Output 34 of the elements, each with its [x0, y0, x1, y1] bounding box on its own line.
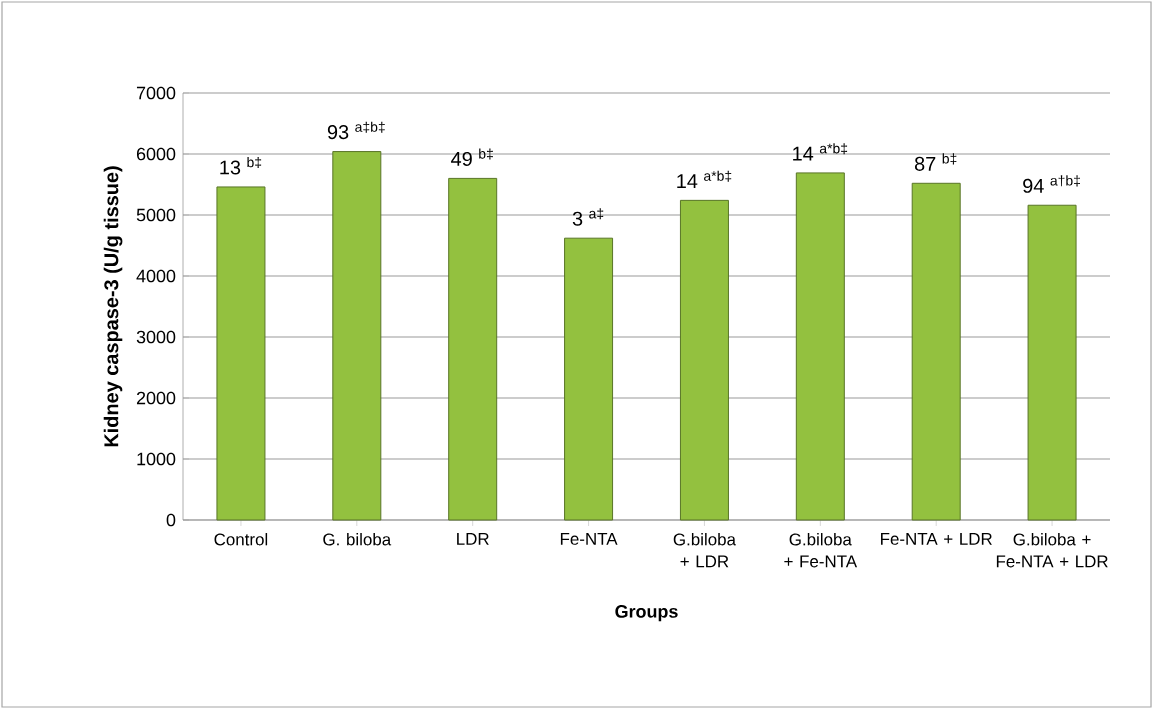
x-tick-label: G.biloba + LDR	[673, 533, 736, 568]
bar	[795, 172, 845, 521]
x-tick-label: Fe-NTA + LDR	[881, 533, 992, 545]
bar	[911, 182, 961, 521]
x-tick-label: G. biloba	[323, 533, 392, 546]
x-tick-label: Fe-NTA	[560, 533, 618, 545]
bar	[332, 151, 382, 521]
y-tick-label: 3000	[136, 330, 176, 344]
y-axis-title: Kidney caspase-3 (U/g tissue)	[103, 166, 123, 447]
y-tick-label: 0	[166, 513, 176, 527]
annotation: 87 $^{b‡}$	[914, 153, 957, 171]
y-tick-label: 5000	[136, 208, 176, 222]
x-tick-label: Control	[214, 533, 268, 546]
annotation: 14 $^{a*b‡}$	[677, 170, 732, 188]
bar	[679, 199, 729, 521]
bar	[1027, 204, 1077, 521]
annotation: 14 $^{a*b‡}$	[793, 143, 848, 161]
annotation: 94 $^{a†b‡}$	[1023, 175, 1080, 193]
bar	[216, 186, 266, 521]
y-tick-label: 4000	[136, 269, 176, 283]
bar	[564, 237, 614, 521]
y-tick-label: 1000	[137, 452, 176, 466]
x-tick-label: G.biloba + Fe-NTA	[784, 533, 858, 568]
y-tick-label: 2000	[136, 391, 176, 405]
bar	[448, 177, 498, 521]
annotation: 13 $^{b‡}$	[220, 157, 262, 175]
x-axis-title: Groups	[615, 605, 678, 622]
y-tick-label: 6000	[136, 147, 176, 161]
annotation: 93 $^{a‡b‡}$	[327, 121, 385, 140]
x-tick-label: LDR	[457, 533, 489, 545]
x-tick-label: G.biloba + Fe-NTA + LDR	[996, 533, 1108, 568]
annotation: 3 $^{a‡}$	[572, 208, 604, 226]
annotation: 49 $^{b‡}$	[451, 148, 493, 166]
y-tick-label: 7000	[136, 86, 176, 100]
